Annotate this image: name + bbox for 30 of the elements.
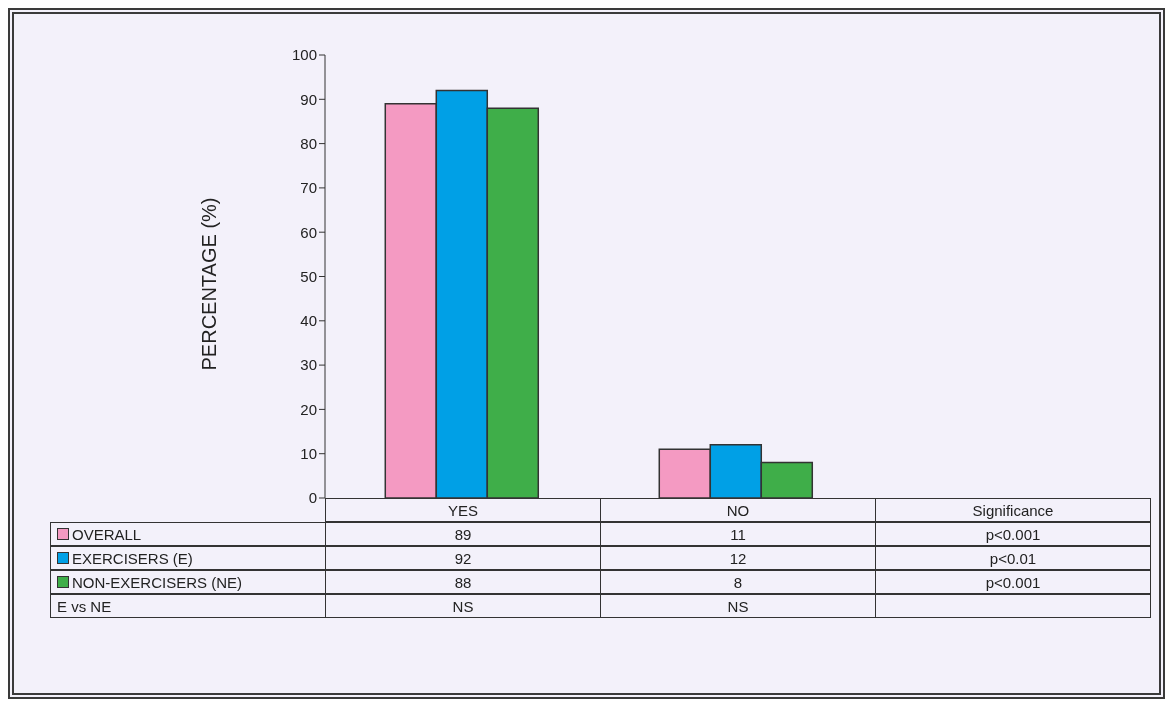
y-tick-label: 70 xyxy=(300,179,317,197)
data-label: 89 xyxy=(325,522,601,546)
y-tick-label: 50 xyxy=(300,267,317,285)
x-tick-label: NO xyxy=(600,498,876,522)
y-tick-label: 30 xyxy=(300,356,317,374)
data-label: 12 xyxy=(600,546,876,570)
text: NS xyxy=(600,594,876,618)
y-tick-label: 90 xyxy=(300,90,317,108)
x-tick-label: YES xyxy=(325,498,601,522)
y-tick-label: 80 xyxy=(300,134,317,152)
y-tick-label: 100 xyxy=(291,46,317,64)
data-label: 11 xyxy=(600,522,876,546)
y-tick-label: 10 xyxy=(300,445,317,463)
y-tick-label: 20 xyxy=(300,400,317,418)
text: p<0.001 xyxy=(985,573,1041,591)
text: p<0.01 xyxy=(989,549,1037,567)
y-tick-label: 0 xyxy=(308,489,317,507)
legend-label: EXERCISERS (E) xyxy=(50,546,326,570)
y-tick-label: 40 xyxy=(300,312,317,330)
x-tick-label: Significance xyxy=(875,498,1151,522)
text: p<0.001 xyxy=(985,525,1041,543)
text: NS xyxy=(325,594,601,618)
data-label: 8 xyxy=(600,570,876,594)
legend-label: NON-EXERCISERS (NE) xyxy=(50,570,326,594)
text: E vs NE xyxy=(50,594,326,618)
data-label: 92 xyxy=(325,546,601,570)
legend-label: OVERALL xyxy=(50,522,326,546)
y-tick-label: 60 xyxy=(300,223,317,241)
y-axis-title: PERCENTAGE (%) xyxy=(197,197,221,371)
data-label: 88 xyxy=(325,570,601,594)
